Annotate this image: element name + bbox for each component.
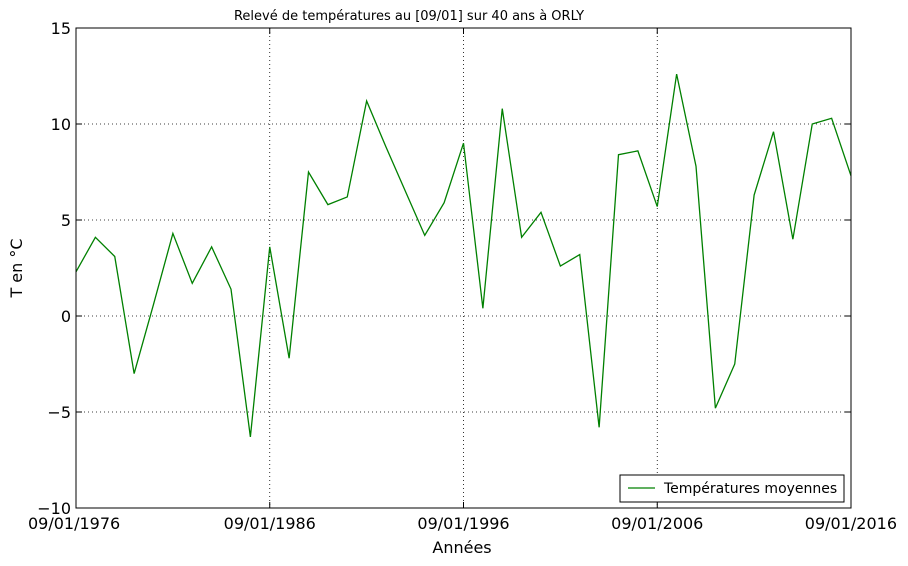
chart-title: Relevé de températures au [09/01] sur 40… <box>234 9 584 24</box>
x-tick-label: 09/01/2006 <box>611 514 703 533</box>
y-tick-label: 0 <box>61 307 71 326</box>
y-axis-title: T en °C <box>7 238 26 298</box>
x-axis-title: Années <box>432 538 491 557</box>
y-tick-label: −10 <box>37 499 71 518</box>
x-tick-labels: 09/01/1976 09/01/1986 09/01/1996 09/01/2006… <box>28 514 897 533</box>
legend: Températures moyennes <box>619 474 845 503</box>
y-tick-label: 15 <box>51 19 71 38</box>
y-tick-label: 5 <box>61 211 71 230</box>
legend-box <box>619 474 845 503</box>
x-tick-label: 09/01/2016 <box>805 514 897 533</box>
y-tick-label: 10 <box>51 115 71 134</box>
x-tick-label: 09/01/1996 <box>417 514 509 533</box>
y-tick-label: −5 <box>47 403 71 422</box>
legend-label: Températures moyennes <box>663 481 837 497</box>
x-tick-label: 09/01/1986 <box>224 514 316 533</box>
grid <box>76 28 851 508</box>
x-tick-label: 09/01/1976 <box>28 514 120 533</box>
axis-ticks <box>75 27 852 509</box>
y-tick-labels: −10 −5 0 5 10 15 <box>37 19 71 518</box>
series-layer <box>75 73 852 438</box>
